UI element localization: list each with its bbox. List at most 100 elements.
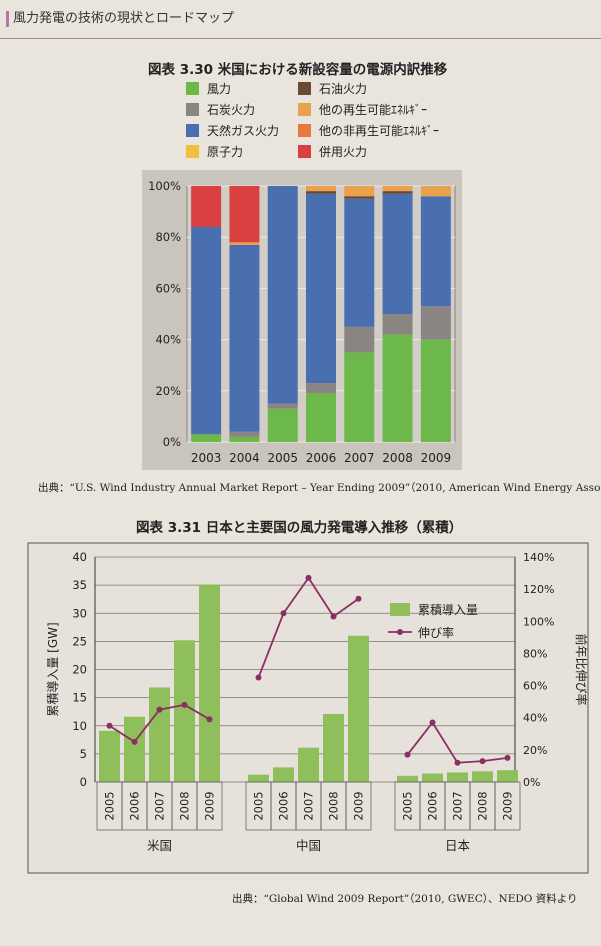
chart2-legend-bar-label: 累積導入量 [418, 602, 478, 617]
chart1-bar-segment [420, 306, 451, 340]
chart1-legend-item: 他の非再生可能ｴﾈﾙｷﾞｰ [298, 122, 439, 140]
chart1-bar-segment [382, 186, 413, 192]
chart2-bar [298, 747, 319, 782]
chart2-y2tick-label: 0% [523, 776, 540, 789]
chart2-year-label: 2008 [327, 791, 341, 820]
chart2-bar [397, 775, 418, 782]
chart2-growth-point [454, 759, 461, 766]
chart1-bar-segment [229, 431, 260, 437]
chart2-y2tick-label: 40% [523, 712, 547, 725]
chart1-bar-segment [382, 314, 413, 335]
chart2-year-label: 2005 [252, 791, 266, 820]
chart2-bar [124, 716, 145, 782]
chart1-bar-segment [382, 193, 413, 314]
chart1-bar-segment [267, 186, 298, 404]
chart2-ylabel: 累積導入量 [GW] [45, 622, 60, 716]
chart2-growth-point [131, 738, 138, 745]
chart1-legend-label: 石炭火力 [207, 103, 256, 117]
chart1-bar-segment [229, 436, 260, 442]
chart1-bar-segment [306, 193, 336, 384]
chart1-bar-segment [229, 242, 260, 245]
chart1-bar-segment [267, 403, 298, 409]
figure2-title: 図表 3.31 日本と主要国の風力発電導入推移（累積） [136, 520, 463, 536]
chart1-bar-segment [344, 326, 375, 353]
chart1-bar-segment [191, 226, 222, 435]
chart1-legend-swatch [298, 82, 311, 95]
chart1-legend-item: 他の再生可能ｴﾈﾙｷﾞｰ [298, 101, 427, 119]
chart2-year-cell [196, 781, 223, 831]
chart1-legend-swatch [186, 145, 199, 158]
chart2-bar [348, 635, 369, 782]
chart2-bar [149, 687, 170, 782]
chart2-growth-point [156, 706, 163, 713]
chart1-legend-item: 併用火力 [298, 143, 367, 161]
chart1-legend-swatch [186, 82, 199, 95]
chart1-bar-segment [382, 191, 413, 194]
chart1-xtick-label: 2007 [344, 451, 375, 465]
chart2-group-label: 日本 [445, 838, 471, 853]
chart1-legend-swatch [298, 103, 311, 116]
chart1-legend-label: 天然ガス火力 [207, 124, 280, 138]
chart1-legend-item: 石油火力 [298, 80, 367, 98]
chart1-bar-segment [344, 352, 375, 442]
chart2-year-cell [494, 781, 521, 831]
chart1-xtick-label: 2006 [306, 451, 337, 465]
chart1-ytick-label: 0% [163, 435, 181, 449]
chart1-bar-segment [191, 186, 222, 227]
chart2-ytick-label: 30 [72, 606, 87, 620]
chart1-bar-segment [306, 191, 336, 194]
figure1-source: 出典：“U.S. Wind Industry Annual Market Rep… [38, 482, 601, 494]
chart1-legend-swatch [186, 103, 199, 116]
chart1-legend-item: 天然ガス火力 [186, 122, 279, 140]
chart2-legend-bar-swatch [390, 603, 410, 616]
chart1-legend-item: 原子力 [186, 143, 243, 161]
chart1-legend-item: 石炭火力 [186, 101, 255, 119]
chart2-year-label: 2008 [476, 791, 490, 820]
chart1-ytick-label: 80% [155, 230, 181, 244]
chart2-y2tick-label: 100% [523, 615, 554, 628]
chart2-growth-point [404, 751, 411, 758]
figure1-title: 図表 3.30 米国における新設容量の電源内訳推移 [148, 62, 448, 78]
chart1-xtick-label: 2009 [421, 451, 452, 465]
chart2-growth-point [330, 613, 337, 620]
chart1-bar-segment [306, 393, 336, 442]
chart2-year-cell [345, 781, 372, 831]
chart2-bar [447, 772, 468, 782]
figure2-chart: 0 5 10 15 20 25 30 35 40 0% 20% 40% 60% 80% 100% 120% 14… [27, 542, 589, 874]
chart1-bar-segment [229, 186, 260, 243]
chart1-bar-segment [420, 196, 451, 307]
chart2-ytick-label: 25 [72, 634, 87, 648]
chart1-legend-label: 他の再生可能ｴﾈﾙｷﾞｰ [319, 103, 428, 117]
chart1-bar-segment [344, 196, 375, 199]
chart2-year-label: 2007 [451, 791, 465, 820]
chart2-year-label: 2005 [103, 791, 117, 820]
chart2-year-label: 2009 [203, 791, 217, 820]
chart2-bar [174, 640, 195, 782]
chart2-growth-point [255, 674, 262, 681]
chart2-ytick-label: 5 [80, 747, 87, 761]
chart2-ytick-label: 20 [72, 663, 87, 677]
chart1-legend-swatch [298, 145, 311, 158]
chart2-year-label: 2006 [128, 791, 142, 820]
chart2-bar [472, 771, 493, 782]
chart1-ytick-label: 100% [148, 179, 181, 193]
chart1-bar-segment [420, 339, 451, 442]
figure1-chart: 0% 20% 40% 60% 80% 100% 2003 2004 2005 2006 2007 20… [142, 170, 462, 470]
chart2-ytick-label: 10 [72, 719, 87, 733]
chart1-xtick-label: 2003 [191, 451, 222, 465]
page-header: 風力発電の技術の現状とロードマップ [0, 0, 601, 39]
chart1-legend-label: 石油火力 [319, 82, 368, 96]
chart1-ytick-label: 20% [155, 384, 181, 398]
chart2-year-label: 2007 [153, 791, 167, 820]
chart1-legend-label: 風力 [207, 82, 232, 96]
chart1-bar-segment [344, 198, 375, 327]
chart2-growth-point [280, 610, 287, 617]
chart2-year-label: 2009 [501, 791, 515, 820]
chart2-y2label: 前年比伸び率 [574, 633, 589, 705]
chart2-bar [199, 584, 220, 782]
chart2-ytick-label: 35 [72, 578, 87, 592]
chart2-growth-point [305, 574, 312, 581]
chart2-y2tick-label: 140% [523, 551, 554, 564]
chart2-growth-point [181, 701, 188, 708]
chart2-ytick-label: 15 [72, 691, 87, 705]
